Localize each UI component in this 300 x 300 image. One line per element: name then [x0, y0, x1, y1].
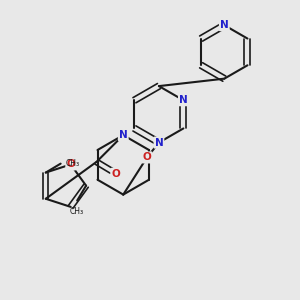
Text: N: N [154, 138, 163, 148]
Text: N: N [220, 20, 229, 30]
Text: N: N [119, 130, 128, 140]
Text: O: O [66, 160, 75, 170]
Text: CH₃: CH₃ [70, 207, 84, 216]
Text: N: N [179, 95, 188, 105]
Text: CH₃: CH₃ [66, 159, 80, 168]
Text: O: O [111, 169, 120, 179]
Text: O: O [143, 152, 152, 162]
